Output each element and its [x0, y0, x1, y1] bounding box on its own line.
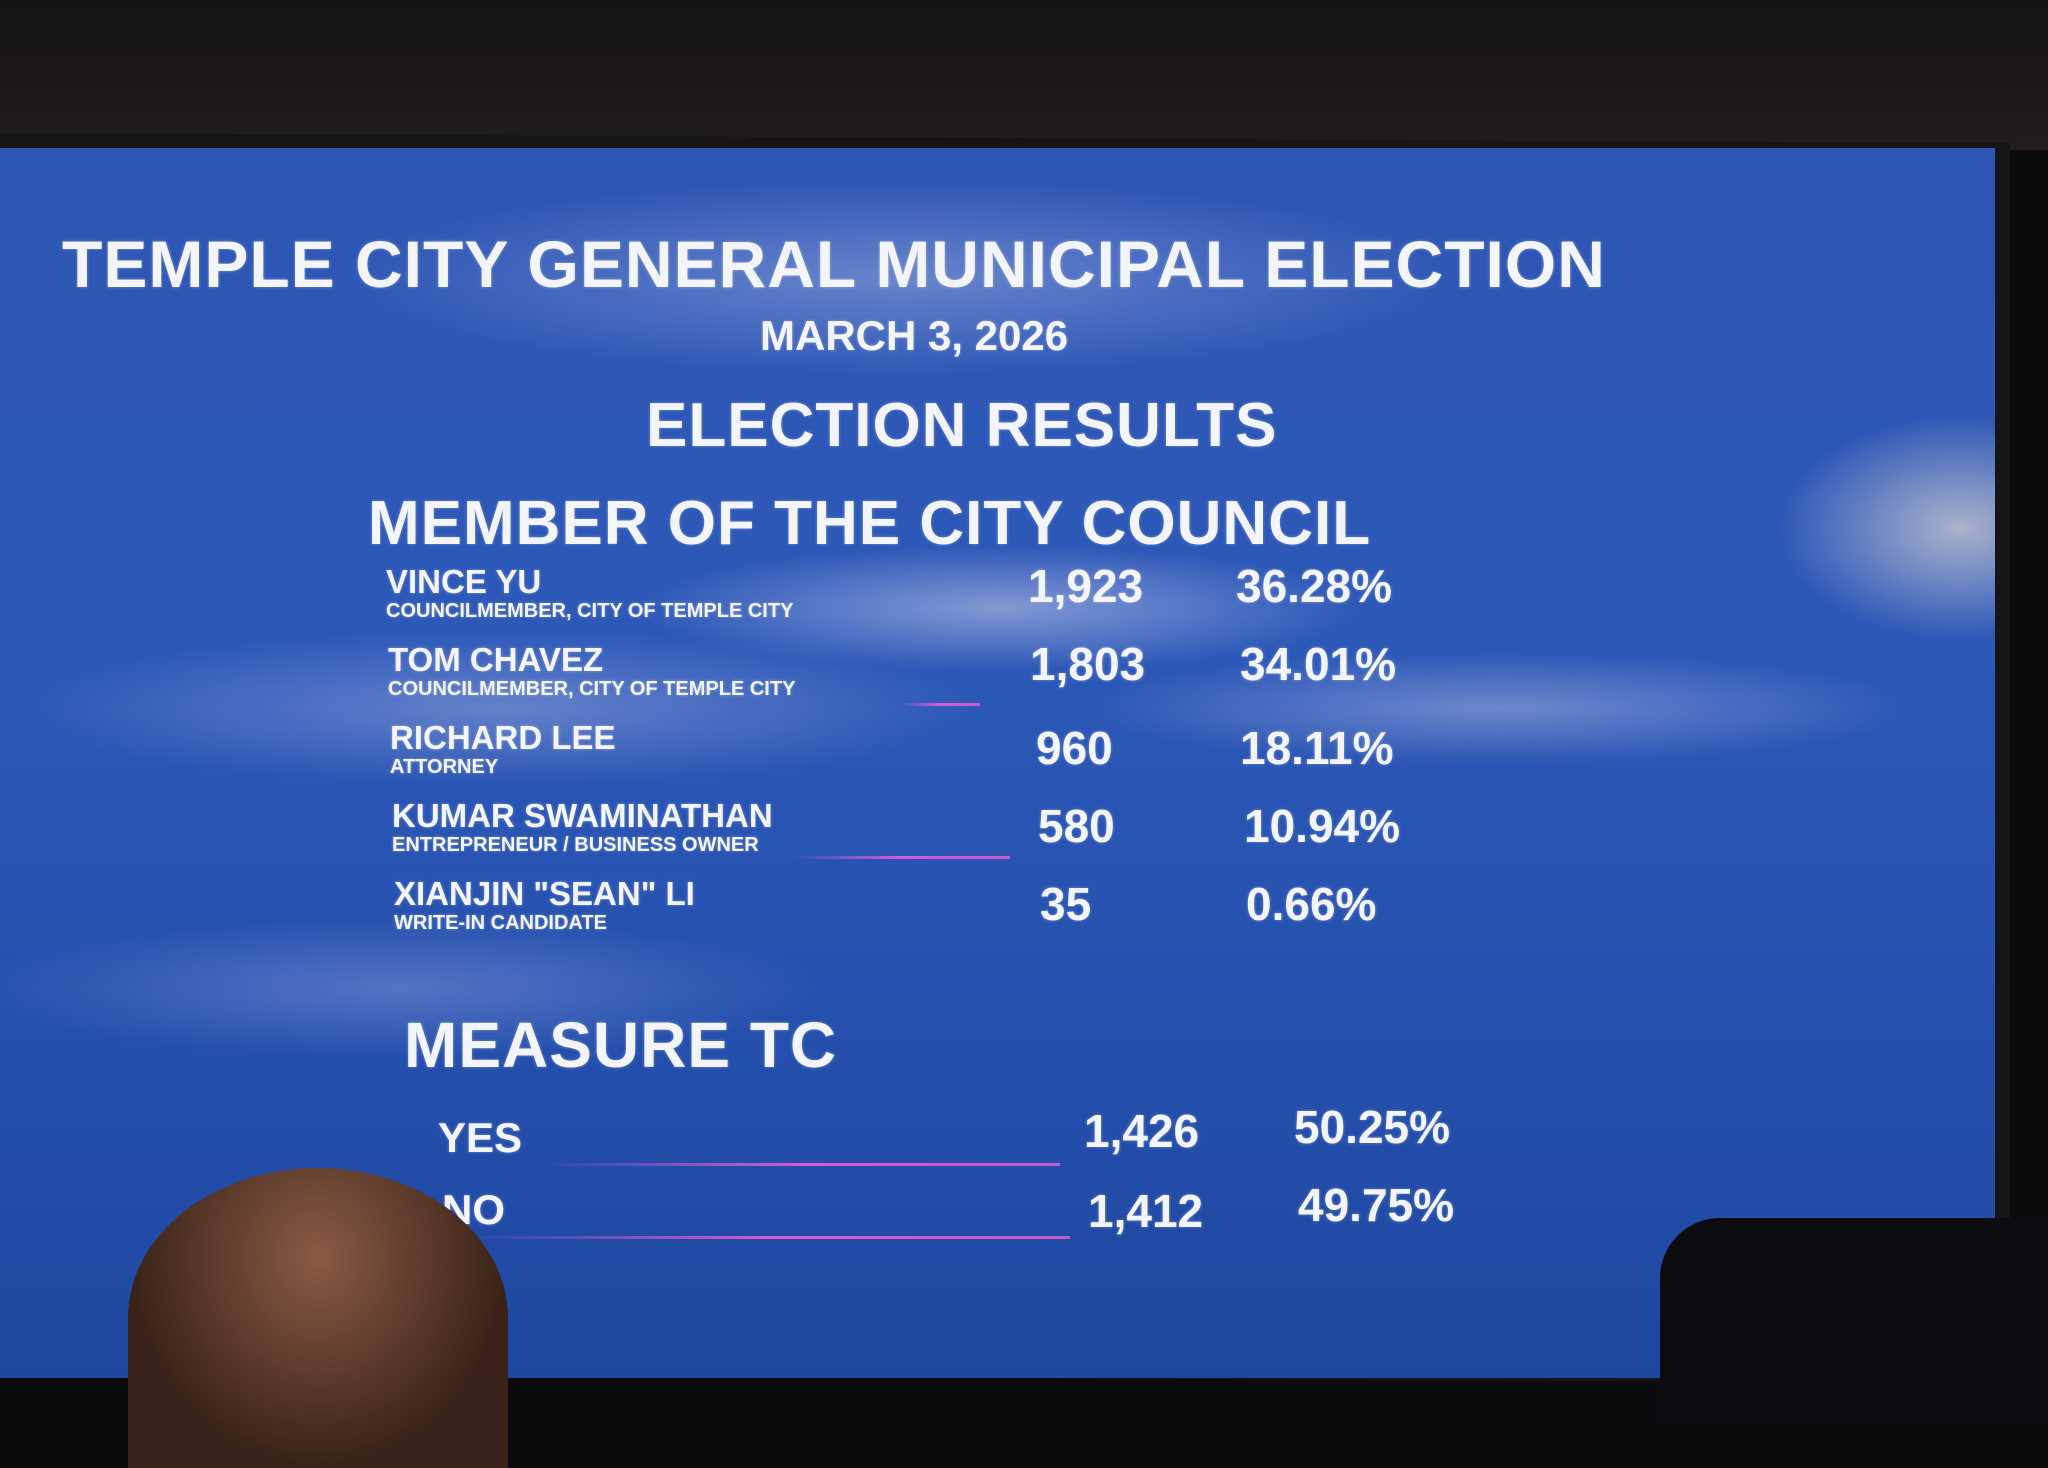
candidate-votes: 580 — [1038, 800, 1115, 852]
candidate-votes: 1,803 — [1030, 638, 1146, 690]
candidate-percent: 10.94% — [1244, 800, 1401, 852]
candidate-occupation: COUNCILMEMBER, CITY OF TEMPLE CITY — [388, 678, 796, 700]
ceiling — [0, 0, 2048, 150]
candidate-percent: 36.28% — [1236, 560, 1393, 612]
candidate-votes: 960 — [1036, 722, 1113, 774]
candidate-occupation: ENTREPRENEUR / BUSINESS OWNER — [392, 834, 759, 856]
candidate-percent: 18.11% — [1240, 722, 1394, 774]
measure-heading: MEASURE TC — [404, 1009, 838, 1081]
chair-silhouette — [1660, 1218, 2048, 1418]
measure-option-votes: 1,426 — [1084, 1105, 1200, 1157]
candidate-occupation: WRITE-IN CANDIDATE — [394, 912, 607, 934]
candidate-name: VINCE YU — [386, 563, 542, 600]
accent-line — [540, 1163, 1060, 1166]
accent-line — [470, 1236, 1070, 1239]
candidate-votes: 35 — [1040, 878, 1092, 930]
candidate-percent: 0.66% — [1246, 878, 1377, 930]
candidate-name: TOM CHAVEZ — [388, 641, 604, 678]
election-title: TEMPLE CITY GENERAL MUNICIPAL ELECTION — [62, 227, 1606, 301]
election-date: MARCH 3, 2026 — [760, 312, 1069, 359]
measure-option-percent: 50.25% — [1294, 1101, 1451, 1153]
accent-line — [900, 703, 980, 706]
candidate-percent: 34.01% — [1240, 638, 1397, 690]
accent-line — [790, 856, 1010, 859]
candidate-name: KUMAR SWAMINATHAN — [392, 797, 773, 834]
measure-option-percent: 49.75% — [1298, 1179, 1455, 1231]
candidate-occupation: COUNCILMEMBER, CITY OF TEMPLE CITY — [386, 600, 794, 622]
audience-head — [128, 1168, 508, 1468]
candidate-name: XIANJIN "SEAN" LI — [394, 875, 695, 912]
measure-option-votes: 1,412 — [1088, 1185, 1204, 1237]
candidate-votes: 1,923 — [1028, 560, 1144, 612]
candidate-occupation: ATTORNEY — [390, 756, 499, 778]
candidate-name: RICHARD LEE — [390, 719, 616, 756]
council-heading: MEMBER OF THE CITY COUNCIL — [368, 489, 1372, 558]
results-heading: ELECTION RESULTS — [646, 391, 1278, 460]
measure-option-label: YES — [438, 1114, 523, 1161]
